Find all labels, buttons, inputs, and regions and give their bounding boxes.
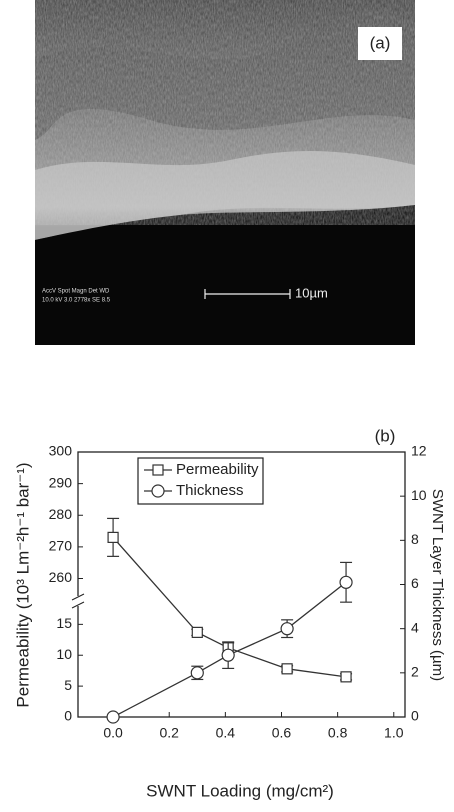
sem-info: 10.0 kV 3.0 2778x SE 8.5 — [42, 298, 111, 304]
marker-circle — [106, 710, 120, 724]
marker-circle — [190, 666, 204, 680]
y-axis-label: Permeability (10³ Lm⁻²h⁻¹ bar⁻¹) — [13, 462, 32, 707]
marker-square — [281, 663, 293, 675]
y-tick-label: 300 — [49, 443, 73, 459]
marker-circle — [280, 622, 294, 636]
y2-axis-label: SWNT Layer Thickness (µm) — [429, 489, 446, 681]
sem-image: (a) AccV Spot Magn Det WD 10.0 kV 3.0 27… — [35, 0, 415, 345]
axis-break-mark — [71, 593, 85, 601]
axis-break-mark — [71, 601, 85, 609]
label-box — [358, 27, 402, 60]
y-tick-label: 5 — [64, 677, 72, 693]
scale-bar — [204, 289, 291, 299]
y-tick-label: 260 — [49, 569, 73, 585]
y-tick-label: 15 — [56, 615, 72, 631]
axis-break — [73, 596, 83, 606]
scale-label: 10µm — [295, 285, 328, 300]
legend-label: Permeability — [176, 461, 259, 478]
marker-circle — [339, 575, 353, 589]
x-tick-label: 0.0 — [103, 725, 123, 741]
marker-circle — [221, 648, 235, 662]
marker-square — [107, 531, 119, 543]
marker-square — [191, 626, 203, 638]
y2-tick-label: 4 — [411, 619, 419, 635]
x-tick-label: 0.2 — [159, 725, 179, 741]
y-tick-label: 290 — [49, 474, 73, 490]
sem-texture — [35, 0, 415, 225]
marker-square — [340, 671, 352, 683]
y2-tick-label: 10 — [411, 487, 427, 503]
y-tick-label: 10 — [56, 646, 72, 662]
x-tick-label: 0.4 — [216, 725, 236, 741]
panel-label: (a) — [370, 33, 391, 52]
legend-marker — [152, 464, 164, 476]
y2-tick-label: 8 — [411, 531, 419, 547]
sem-substrate — [35, 205, 415, 345]
legend-label: Thickness — [176, 482, 244, 499]
y-tick-label: 280 — [49, 506, 73, 522]
y2-tick-label: 0 — [411, 708, 419, 724]
x-tick-label: 0.6 — [272, 725, 292, 741]
y-tick-label: 0 — [64, 708, 72, 724]
y2-tick-label: 12 — [411, 443, 427, 459]
y2-tick-label: 6 — [411, 575, 419, 591]
y-tick-label: 270 — [49, 538, 73, 554]
legend-marker — [151, 484, 165, 498]
panel-label: (b) — [375, 426, 396, 445]
x-tick-label: 1.0 — [384, 725, 404, 741]
x-tick-label: 0.8 — [328, 725, 348, 741]
x-axis-label: SWNT Loading (mg/cm²) — [146, 781, 334, 800]
sem-info: AccV Spot Magn Det WD — [42, 289, 110, 295]
y2-tick-label: 2 — [411, 664, 419, 680]
